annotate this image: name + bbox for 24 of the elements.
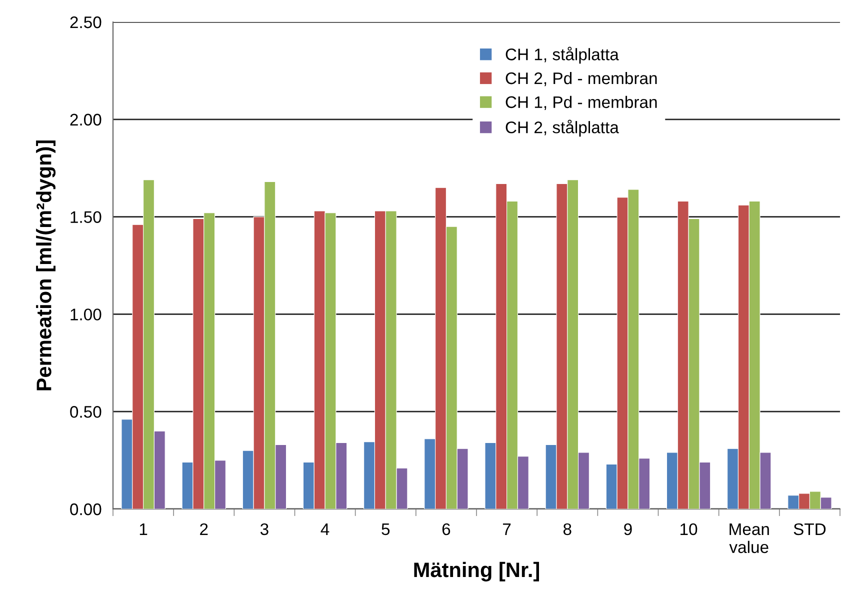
y-tick-label: 0.50 [70,406,102,418]
y-tick-label: 0.00 [70,503,102,516]
y-tick-label: 1.00 [70,308,102,320]
x-tick-label: 9 [624,523,632,536]
legend-label: CH 1, Pd - membran [506,96,657,110]
x-tick-label: 2 [200,523,208,535]
x-tick-label: 3 [260,523,268,536]
x-tick-label: 8 [563,523,572,536]
y-tick-label: 2.50 [70,16,102,28]
x-tick-label: Mean value [729,524,769,554]
x-tick-label: 5 [382,524,390,536]
x-axis-title: Mätning [Nr.] [414,562,539,582]
legend-label: CH 1, stålplatta [506,46,619,64]
x-tick-label: 1 [140,524,148,535]
x-tick-label: 4 [320,524,330,535]
x-tick-label: 7 [503,524,511,535]
legend-label: CH 2, Pd - membran [506,72,657,86]
legend-label: CH 2, stålplatta [506,120,619,137]
y-tick-label: 1.50 [70,211,102,224]
x-tick-label: STD [794,523,826,536]
y-tick-label: 2.00 [70,114,102,126]
x-tick-label: 10 [680,523,698,536]
x-tick-label: 6 [442,523,450,536]
y-axis-title: Permeation [ml/(m²dygn)] [36,140,56,390]
